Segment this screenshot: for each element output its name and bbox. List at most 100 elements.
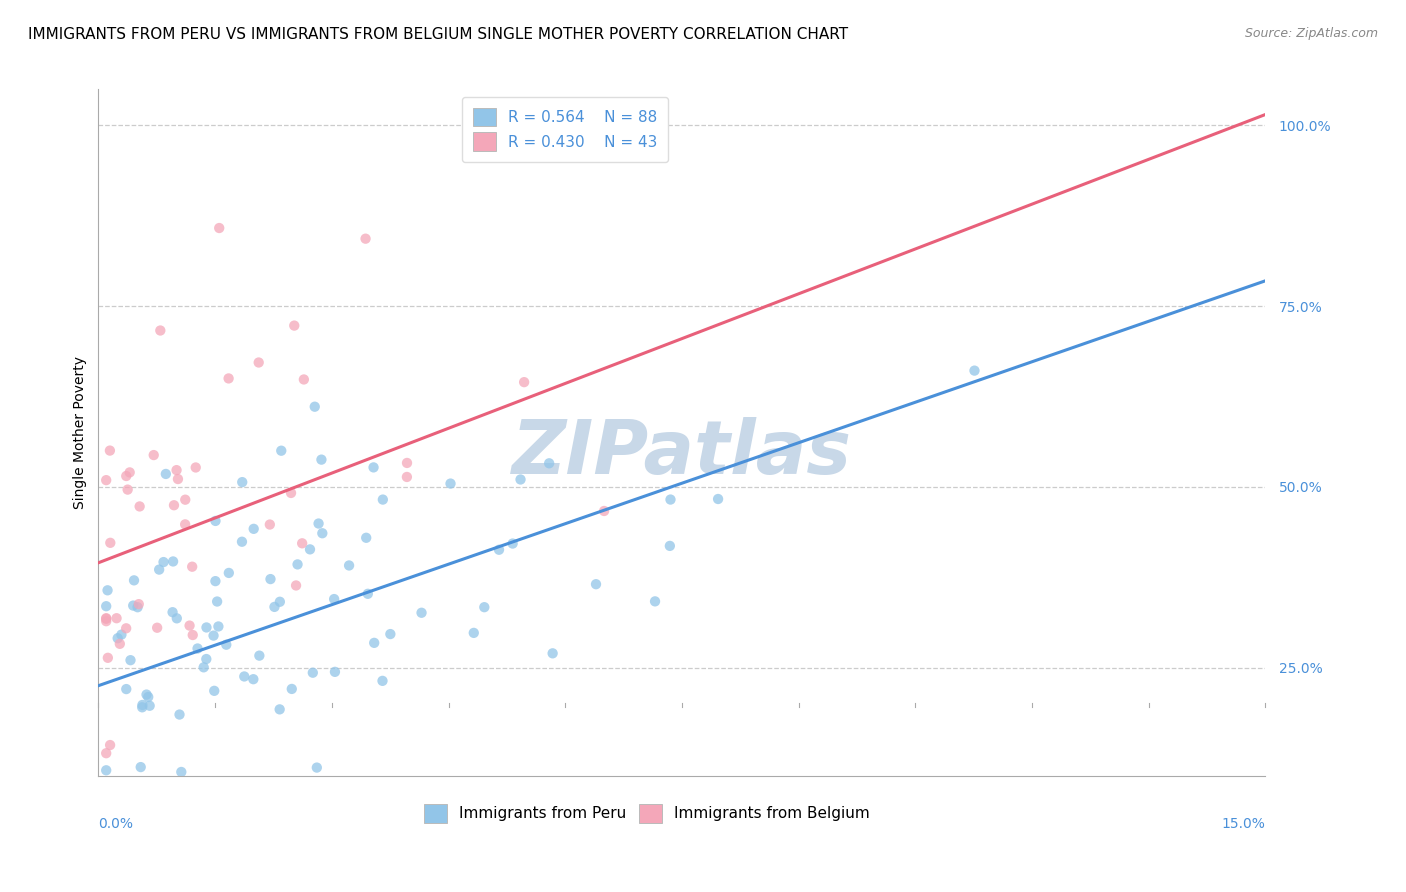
- Point: [96, 614, 118, 628]
- Point: [363, 636, 385, 650]
- Point: [371, 492, 394, 507]
- Point: [488, 542, 510, 557]
- Point: [287, 558, 309, 572]
- Point: [167, 472, 190, 486]
- Point: [218, 371, 240, 385]
- Point: [354, 531, 377, 545]
- Point: [136, 690, 159, 704]
- Point: [218, 566, 240, 580]
- Point: [285, 578, 308, 592]
- Point: [463, 626, 485, 640]
- Point: [207, 619, 229, 633]
- Point: [202, 683, 225, 698]
- Point: [538, 456, 561, 470]
- Point: [122, 599, 145, 613]
- Point: [205, 594, 228, 608]
- Point: [105, 611, 128, 625]
- Point: [204, 514, 226, 528]
- Point: [179, 618, 201, 632]
- Point: [163, 498, 186, 512]
- Point: [411, 606, 433, 620]
- Point: [204, 574, 226, 588]
- Point: [152, 555, 174, 569]
- Point: [301, 665, 323, 680]
- Point: [205, 784, 228, 798]
- Point: [129, 760, 152, 774]
- Point: [323, 665, 346, 679]
- Point: [298, 542, 321, 557]
- Point: [193, 660, 215, 674]
- Point: [311, 526, 333, 541]
- Point: [96, 764, 118, 778]
- Point: [963, 363, 986, 377]
- Point: [120, 653, 142, 667]
- Point: [96, 611, 118, 625]
- Point: [174, 517, 197, 532]
- Point: [118, 466, 141, 480]
- Point: [707, 491, 730, 506]
- Text: Source: ZipAtlas.com: Source: ZipAtlas.com: [1244, 27, 1378, 40]
- Point: [247, 648, 270, 663]
- Point: [231, 475, 253, 489]
- Point: [128, 597, 150, 611]
- Point: [280, 486, 302, 500]
- Point: [513, 375, 536, 389]
- Point: [96, 746, 118, 760]
- Point: [323, 592, 346, 607]
- Point: [380, 627, 402, 641]
- Legend: Immigrants from Peru, Immigrants from Belgium: Immigrants from Peru, Immigrants from Be…: [416, 797, 877, 830]
- Point: [152, 805, 174, 820]
- Point: [155, 467, 177, 481]
- Point: [98, 536, 121, 550]
- Point: [117, 483, 139, 497]
- Point: [247, 355, 270, 369]
- Point: [128, 500, 150, 514]
- Point: [304, 400, 326, 414]
- Point: [96, 599, 118, 614]
- Point: [371, 673, 394, 688]
- Point: [104, 805, 127, 820]
- Point: [242, 672, 264, 686]
- Point: [281, 681, 304, 696]
- Point: [337, 558, 360, 573]
- Point: [305, 761, 328, 775]
- Point: [259, 517, 281, 532]
- Point: [233, 669, 256, 683]
- Point: [291, 536, 314, 550]
- Point: [269, 702, 291, 716]
- Point: [363, 460, 385, 475]
- Point: [354, 232, 377, 246]
- Point: [502, 536, 524, 550]
- Point: [187, 641, 209, 656]
- Point: [472, 600, 495, 615]
- Point: [96, 583, 118, 598]
- Text: 15.0%: 15.0%: [1222, 817, 1265, 831]
- Point: [292, 372, 315, 386]
- Point: [135, 688, 157, 702]
- Point: [658, 539, 681, 553]
- Point: [96, 612, 118, 626]
- Point: [96, 473, 118, 487]
- Point: [96, 805, 118, 820]
- Point: [308, 516, 330, 531]
- Point: [541, 646, 564, 660]
- Point: [121, 805, 143, 820]
- Point: [122, 574, 145, 588]
- Text: ZIPatlas: ZIPatlas: [512, 417, 852, 490]
- Point: [585, 577, 607, 591]
- Point: [169, 707, 191, 722]
- Point: [395, 456, 418, 470]
- Point: [162, 554, 184, 568]
- Point: [395, 470, 418, 484]
- Point: [270, 443, 292, 458]
- Y-axis label: Single Mother Poverty: Single Mother Poverty: [73, 356, 87, 509]
- Point: [202, 629, 225, 643]
- Point: [283, 318, 305, 333]
- Point: [97, 650, 120, 665]
- Point: [107, 632, 129, 646]
- Point: [217, 805, 239, 820]
- Point: [166, 463, 188, 477]
- Point: [195, 652, 218, 666]
- Point: [115, 682, 138, 697]
- Point: [108, 637, 131, 651]
